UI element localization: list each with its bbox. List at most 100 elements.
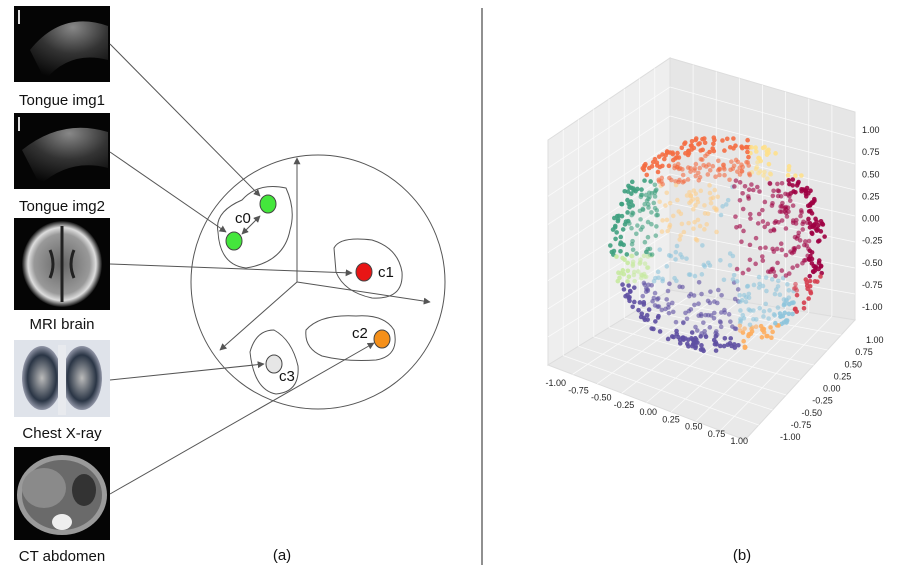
scatter-point [737, 293, 742, 298]
scatter-point [675, 165, 680, 170]
scatter-point [653, 182, 658, 187]
scatter-point [770, 330, 775, 335]
scatter-point [716, 288, 721, 293]
scatter-point [784, 273, 789, 278]
scatter-point [617, 276, 622, 281]
scatter-point [788, 198, 793, 203]
scatter-point [780, 248, 785, 253]
scatter-point [693, 346, 698, 351]
scatter-point [740, 313, 745, 318]
scatter-point [654, 224, 659, 229]
scatter-point [618, 240, 623, 245]
scatter-point [819, 219, 824, 224]
scatter-point [608, 243, 613, 248]
scatter-point [639, 227, 644, 232]
scatter-point [644, 274, 649, 279]
scatter-point [809, 231, 814, 236]
scatter-point [691, 207, 696, 212]
scatter-point [746, 194, 751, 199]
scatter-point [784, 226, 789, 231]
scatter-point [708, 168, 713, 173]
scatter-point [713, 174, 718, 179]
scatter-point [712, 206, 717, 211]
scatter-point [706, 299, 711, 304]
scatter-point [738, 323, 743, 328]
scatter-point [675, 244, 680, 249]
scatter-point [748, 308, 753, 313]
scatter-point [667, 311, 672, 316]
scatter-point [807, 239, 812, 244]
tick-label: 1.00 [862, 125, 880, 135]
scatter-point [615, 214, 620, 219]
scatter-point [760, 254, 765, 259]
scatter-point [790, 183, 795, 188]
scatter-point [665, 229, 670, 234]
image-label: MRI brain [29, 316, 94, 333]
scatter-point [696, 301, 701, 306]
cluster-point [374, 330, 390, 348]
scatter-point [762, 309, 767, 314]
tick-label: -0.50 [591, 393, 612, 403]
scatter-point [815, 228, 820, 233]
scatter-point [712, 299, 717, 304]
tick-label: 0.75 [708, 429, 726, 439]
scatter-point [726, 198, 731, 203]
scatter-point [752, 283, 757, 288]
scatter-point [745, 160, 750, 165]
scatter-point [738, 198, 743, 203]
scatter-point [784, 253, 789, 258]
scatter-point [700, 272, 705, 277]
scatter-point [804, 243, 809, 248]
scatter-point [657, 179, 662, 184]
scatter-point [671, 214, 676, 219]
scatter-point [753, 145, 758, 150]
scatter-point [648, 179, 653, 184]
image-tongue-1 [14, 6, 110, 82]
scatter-point [655, 304, 660, 309]
scatter-point [676, 180, 681, 185]
scatter-point [612, 249, 617, 254]
scatter-point [638, 257, 643, 262]
scatter-point [714, 329, 719, 334]
scatter-point [795, 293, 800, 298]
scatter-point [649, 283, 654, 288]
scatter-point [663, 307, 668, 312]
scatter-point [728, 336, 733, 341]
scatter-point [657, 199, 662, 204]
scatter-point [741, 330, 746, 335]
tick-label: 0.00 [823, 384, 841, 394]
scatter-point [760, 335, 765, 340]
scatter-point [699, 189, 704, 194]
scatter-point [697, 280, 702, 285]
scatter-point [790, 312, 795, 317]
scatter-point [786, 288, 791, 293]
scatter-point [736, 160, 741, 165]
scatter-point [686, 221, 691, 226]
tick-label: 0.25 [862, 191, 880, 201]
scatter-point [766, 147, 771, 152]
scatter-point [630, 180, 635, 185]
scatter-point [619, 202, 624, 207]
scatter-point [618, 249, 623, 254]
scatter-point [639, 187, 644, 192]
scatter-point [757, 275, 762, 280]
scatter-point [816, 267, 821, 272]
scatter-point [740, 191, 745, 196]
scatter-point [748, 322, 753, 327]
scatter-point [632, 300, 637, 305]
scatter-point [746, 267, 751, 272]
scatter-point [704, 222, 709, 227]
scatter-point [681, 320, 686, 325]
scatter-point [719, 310, 724, 315]
cluster-point [226, 232, 242, 250]
scatter-point [614, 254, 619, 259]
scatter-point [771, 269, 776, 274]
scatter-point [694, 162, 699, 167]
scatter-point [790, 177, 795, 182]
scatter-point [748, 243, 753, 248]
scatter-point [648, 247, 653, 252]
scatter-point [685, 316, 690, 321]
scatter-point [761, 314, 766, 319]
scatter-point [749, 145, 754, 150]
scatter-point [763, 245, 768, 250]
